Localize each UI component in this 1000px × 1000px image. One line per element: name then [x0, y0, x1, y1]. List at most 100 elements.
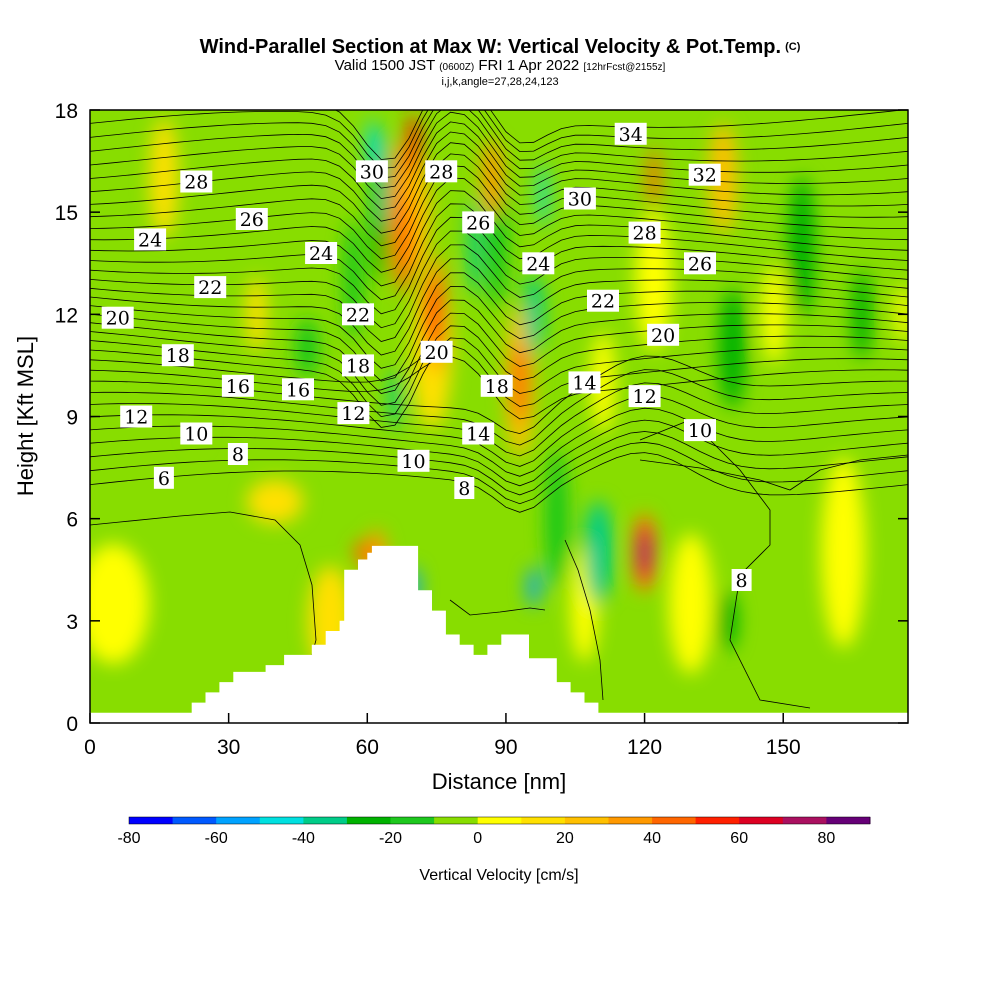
contour-label-box: [462, 422, 495, 445]
contour-label-box: [628, 221, 661, 244]
y-tick-label: 9: [66, 407, 78, 430]
isentrope-line: [90, 110, 908, 170]
x-tick-label: 90: [494, 736, 517, 759]
isentrope-line: [90, 131, 908, 222]
contour-label: 20: [420, 340, 453, 364]
contour-label: 20: [647, 323, 680, 347]
contour-label: 18: [161, 344, 194, 367]
contour-label-box: [180, 170, 213, 193]
isentrope-line: [90, 142, 908, 234]
colorbar-swatch: [477, 817, 522, 824]
colorbar-frame: [128, 816, 871, 825]
contour-label: 26: [684, 252, 716, 275]
contour-label-text: 22: [591, 291, 615, 313]
valid-utc: (0600Z): [439, 62, 475, 73]
terrain: [90, 545, 908, 723]
contour-label: 8: [227, 443, 248, 466]
x-tick-label: 30: [217, 736, 240, 759]
isentrope-line: [564, 539, 604, 701]
colorbar-swatch: [782, 817, 827, 824]
isentrope-line: [90, 244, 908, 342]
velocity-cell: [709, 123, 738, 234]
contour-label-box: [194, 276, 227, 299]
isentrope-line: [90, 419, 908, 487]
x-tick-label: 150: [766, 736, 801, 759]
isentrope-line: [90, 203, 908, 301]
forecast-info: [12hrFcst@2155z]: [583, 62, 666, 73]
title-block: Wind-Parallel Section at Max W: Vertical…: [0, 36, 1000, 88]
contour-label: 22: [194, 276, 227, 299]
isentrope-line: [90, 441, 908, 505]
colorbar-tick-label: -80: [117, 830, 140, 847]
velocity-cell: [511, 342, 528, 423]
velocity-cell: [527, 566, 540, 607]
contour-label-box: [305, 242, 338, 264]
contour-label-box: [480, 374, 513, 397]
colorbar-tick-label: 60: [730, 830, 748, 847]
colorbar-swatch: [521, 817, 566, 824]
contour-label-text: 18: [485, 376, 509, 398]
contour-label: 16: [221, 374, 254, 398]
contour-label-box: [647, 323, 680, 346]
y-tick-label: 0: [66, 713, 78, 736]
isentrope-line: [90, 325, 908, 418]
contour-label-box: [235, 208, 268, 230]
isentrope-line: [90, 110, 908, 179]
contour-label-text: 26: [466, 212, 490, 234]
contour-label-text: 18: [346, 355, 370, 377]
colorbar-tick-label: -60: [205, 830, 228, 847]
contour-label-text: 8: [736, 570, 748, 592]
x-axis-label: Distance [nm]: [432, 769, 567, 794]
isentrope-line: [90, 369, 908, 446]
contour-label-box: [397, 449, 430, 472]
contour-label: 10: [397, 449, 430, 473]
isentrope-line: [90, 299, 908, 394]
contour-label: 10: [684, 419, 716, 442]
colorbar-tick-label: -40: [292, 830, 315, 847]
contour-label: 28: [628, 221, 661, 245]
contour-label: 16: [282, 378, 314, 401]
y-tick-label: 12: [55, 304, 78, 327]
contour-label: 22: [587, 289, 619, 313]
contour-label-box: [587, 289, 619, 312]
contour-label-box: [337, 402, 370, 425]
contour-label-box: [731, 569, 752, 591]
velocity-cell: [821, 457, 866, 648]
contour-label-text: 12: [124, 407, 148, 429]
contour-label-text: 26: [240, 209, 264, 231]
contour-label: 18: [480, 374, 513, 398]
colorbar-swatch: [172, 817, 217, 824]
y-axis-label: Height [Kft MSL]: [13, 336, 38, 496]
velocity-cell: [717, 590, 738, 651]
velocity-cell: [354, 540, 371, 565]
isentrope-line: [90, 177, 908, 273]
velocity-cell: [718, 288, 747, 409]
contour-label-box: [180, 422, 213, 445]
colorbar-swatch: [129, 817, 174, 824]
velocity-cell: [149, 118, 178, 239]
colorbar-swatch: [739, 817, 784, 824]
contour-label: 10: [180, 422, 213, 446]
valid-date: FRI 1 Apr 2022: [478, 57, 580, 74]
isentrope-line: [90, 452, 908, 513]
contour-label-text: 24: [526, 253, 550, 275]
contour-label-text: 14: [572, 372, 596, 394]
velocity-field: [90, 114, 908, 676]
contour-label: 20: [101, 306, 134, 330]
contour-label-box: [684, 252, 716, 275]
contour-label: 12: [120, 405, 153, 429]
isentrope-line: [90, 407, 908, 477]
contour-label: 26: [462, 211, 495, 234]
y-tick-label: 15: [55, 202, 78, 225]
contour-label-text: 16: [286, 379, 310, 401]
contour-label-box: [342, 303, 374, 326]
contour-labels: 28 26 24 22 20 18 16 16 12 10 8 6 30 28 26 24 24 22 22 20 18…: [101, 122, 752, 592]
colorbar-swatch: [826, 817, 871, 824]
colorbar-swatch: [303, 817, 348, 824]
plot-area: 28 26 24 22 20 18 16 16 12 10 8 6 30 28 26 24 24 22 22 20 18…: [90, 110, 908, 723]
y-tick-label: 3: [66, 611, 78, 634]
contour-label: 28: [425, 160, 458, 183]
isentrope-line: [90, 153, 908, 247]
section-indices: i,j,k,angle=27,28,24,123: [441, 76, 559, 88]
contour-label-box: [221, 374, 254, 397]
